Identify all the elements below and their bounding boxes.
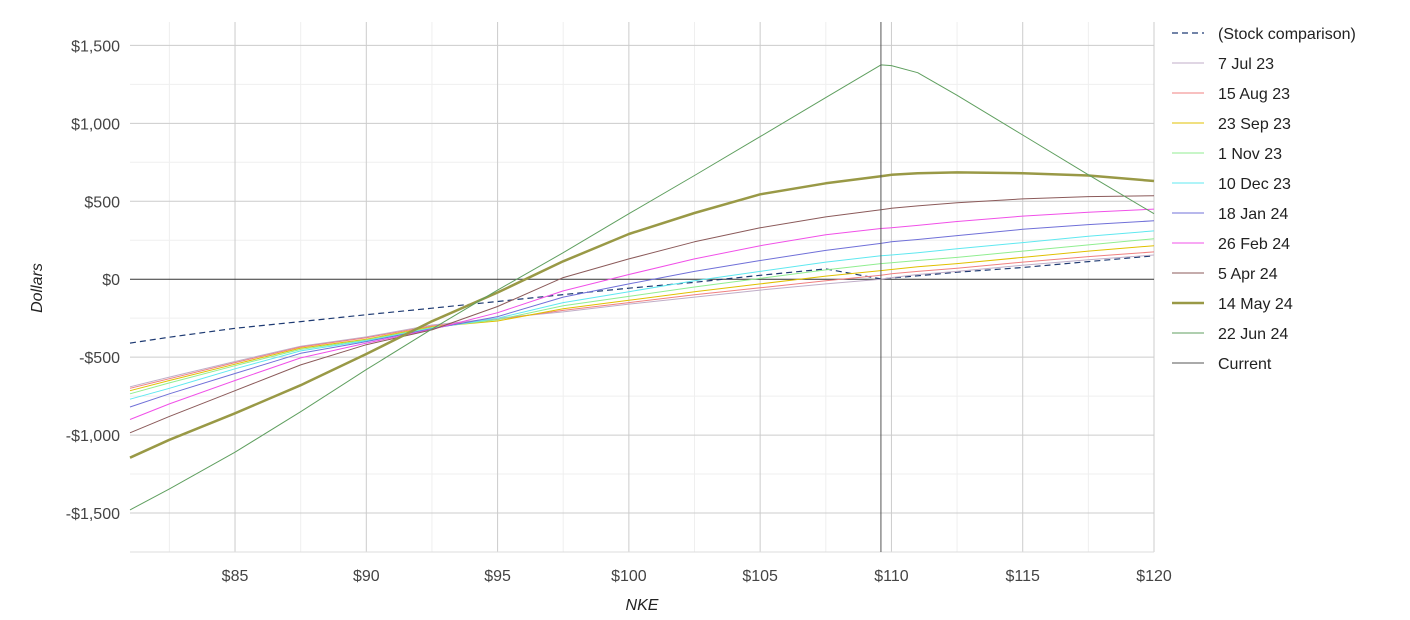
- x-axis-title: NKE: [626, 597, 659, 614]
- x-tick-label: $100: [611, 568, 647, 585]
- legend-label: 1 Nov 23: [1218, 146, 1282, 163]
- x-tick-label: $120: [1136, 568, 1172, 585]
- legend-label: 15 Aug 23: [1218, 86, 1290, 103]
- series-layer: [129, 22, 1155, 552]
- legend: (Stock comparison) 7 Jul 23 15 Aug 23 23 Se…: [1172, 26, 1356, 373]
- y-tick-label: $0: [102, 272, 120, 289]
- y-axis-title: Dollars: [29, 263, 46, 313]
- x-tick-label: $90: [353, 568, 380, 585]
- legend-label: Current: [1218, 356, 1272, 373]
- y-tick-label: $1,500: [71, 38, 120, 55]
- y-tick-label: -$500: [79, 350, 120, 367]
- y-tick-label: -$1,000: [66, 428, 120, 445]
- legend-label: 7 Jul 23: [1218, 56, 1274, 73]
- series-line-7: [129, 208, 1155, 420]
- legend-label: 14 May 24: [1218, 296, 1293, 313]
- grid-layer: [130, 22, 1155, 553]
- y-tick-label: $500: [84, 194, 120, 211]
- series-line-6: [129, 220, 1155, 408]
- legend-label: (Stock comparison): [1218, 26, 1356, 43]
- x-tick-label: $110: [874, 568, 909, 585]
- x-tick-label: $105: [742, 568, 778, 585]
- tick-labels: $85 $90 $95 $100 $105 $110 $115 $120 $1,500 $1,00…: [66, 38, 1172, 585]
- legend-label: 18 Jan 24: [1218, 206, 1288, 223]
- series-line-5: [129, 230, 1155, 400]
- series-line-4: [129, 238, 1155, 395]
- series-line-2: [129, 251, 1155, 389]
- series-line-10: [129, 64, 1155, 511]
- series-line-3: [129, 245, 1155, 392]
- x-tick-label: $115: [1006, 568, 1041, 585]
- series-line-8: [129, 195, 1155, 434]
- series-line-1: [129, 254, 1155, 388]
- x-tick-label: $85: [222, 568, 249, 585]
- legend-label: 22 Jun 24: [1218, 326, 1288, 343]
- legend-label: 10 Dec 23: [1218, 176, 1291, 193]
- series-line-0: [129, 255, 1155, 344]
- y-tick-label: $1,000: [71, 116, 120, 133]
- series-line-9: [129, 171, 1155, 459]
- x-tick-label: $95: [484, 568, 511, 585]
- y-tick-label: -$1,500: [66, 506, 120, 523]
- legend-label: 23 Sep 23: [1218, 116, 1291, 133]
- legend-label: 5 Apr 24: [1218, 266, 1278, 283]
- legend-label: 26 Feb 24: [1218, 236, 1290, 253]
